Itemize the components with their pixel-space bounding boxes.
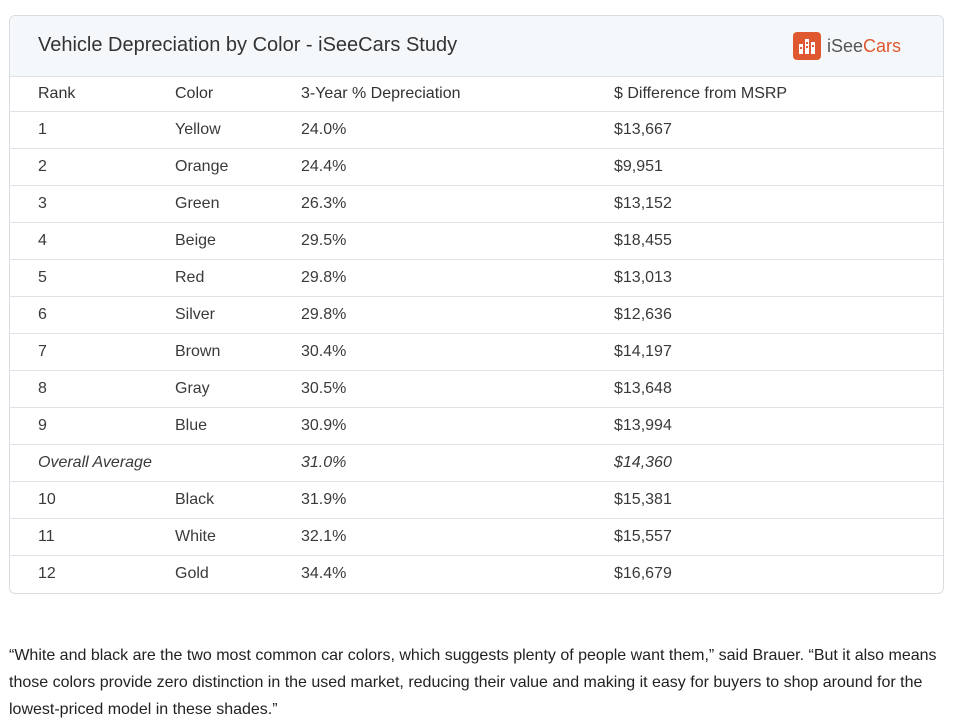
cell-rank: 8	[10, 370, 175, 408]
card-title: Vehicle Depreciation by Color - iSeeCars…	[38, 34, 458, 56]
cell-color: Blue	[175, 407, 301, 445]
table-body: 1 Yellow 24.0% $13,667 2 Orange 24.4% $9,951 3 Gr…	[10, 111, 943, 593]
card-header: Vehicle Depreciation by Color - iSeeCars…	[10, 16, 943, 77]
cell-depreciation: 29.8%	[301, 259, 614, 297]
cell-difference: $14,360	[614, 444, 943, 482]
table-row: 11 White 32.1% $15,557	[10, 518, 943, 556]
depreciation-table: Rank Color 3-Year % Depreciation $ Diffe…	[10, 77, 943, 592]
cell-rank: 3	[10, 185, 175, 223]
table-row: 1 Yellow 24.0% $13,667	[10, 111, 943, 149]
cell-depreciation: 29.8%	[301, 296, 614, 334]
cell-depreciation: 24.4%	[301, 148, 614, 186]
cell-color: Gold	[175, 565, 209, 582]
cell-color: Silver	[175, 296, 301, 334]
cell-depreciation: 30.5%	[301, 370, 614, 408]
cell-difference: $16,679	[614, 565, 672, 582]
cell-difference: $13,013	[614, 259, 943, 297]
table-header-row: Rank Color 3-Year % Depreciation $ Diffe…	[10, 77, 943, 112]
column-header-depreciation: 3-Year % Depreciation	[301, 77, 614, 112]
table-row: 9 Blue 30.9% $13,994	[10, 407, 943, 445]
cell-color: White	[175, 518, 301, 556]
cell-difference: $9,951	[614, 148, 943, 186]
cell-rank: 10	[10, 481, 175, 519]
cell-depreciation: 31.0%	[301, 444, 614, 482]
cell-difference: $13,994	[614, 407, 943, 445]
cell-color: Orange	[175, 148, 301, 186]
cell-depreciation: 26.3%	[301, 185, 614, 223]
cell-difference: $18,455	[614, 222, 943, 260]
cell-depreciation: 30.9%	[301, 407, 614, 445]
cell-difference: $15,557	[614, 518, 943, 556]
table-row: 2 Orange 24.4% $9,951	[10, 148, 943, 186]
cell-rank: 7	[10, 333, 175, 371]
cell-rank: 1	[10, 111, 175, 149]
cell-difference: $12,636	[614, 296, 943, 334]
cell-rank: 2	[10, 148, 175, 186]
table-row: 4 Beige 29.5% $18,455	[10, 222, 943, 260]
table-row: 7 Brown 30.4% $14,197	[10, 333, 943, 371]
table-row: 8 Gray 30.5% $13,648	[10, 370, 943, 408]
brauer-quote: “White and black are the two most common…	[9, 647, 937, 718]
cell-difference: $14,197	[614, 333, 943, 371]
cell-rank: 5	[10, 259, 175, 297]
iseecars-logo[interactable]: iSeeCars	[792, 32, 901, 60]
cell-color: Black	[175, 481, 301, 519]
cell-depreciation: 32.1%	[301, 518, 614, 556]
brand-name-prefix: iSee	[826, 35, 863, 56]
building-logo-icon	[792, 32, 821, 60]
cell-color: Brown	[175, 333, 301, 371]
cell-rank: 6	[10, 296, 175, 334]
cell-difference: $13,667	[614, 111, 943, 149]
column-header-rank: Rank	[10, 77, 175, 112]
table-row-average: Overall Average 31.0% $14,360	[10, 444, 943, 482]
cell-color: Green	[175, 185, 301, 223]
cell-rank: 11	[10, 518, 175, 556]
cell-difference: $15,381	[614, 481, 943, 519]
cell-depreciation: 24.0%	[301, 111, 614, 149]
cell-difference: $13,152	[614, 185, 943, 223]
table-row: 5 Red 29.8% $13,013	[10, 259, 943, 297]
cell-color	[175, 444, 301, 482]
brand-name-accent: Cars	[862, 35, 901, 56]
cell-rank: Overall Average	[10, 444, 175, 482]
table-row: 3 Green 26.3% $13,152	[10, 185, 943, 223]
brand-name: iSeeCars	[827, 36, 901, 57]
cell-color: Yellow	[175, 111, 301, 149]
column-header-difference: $ Difference from MSRP	[614, 77, 943, 112]
cell-color: Gray	[175, 370, 301, 408]
cell-depreciation: 34.4%	[301, 565, 347, 582]
cell-color: Red	[175, 259, 301, 297]
cell-rank: 4	[10, 222, 175, 260]
cell-depreciation: 30.4%	[301, 333, 614, 371]
table-row: 10 Black 31.9% $15,381	[10, 481, 943, 519]
cell-depreciation: 31.9%	[301, 481, 614, 519]
cell-color: Beige	[175, 222, 301, 260]
cell-depreciation: 29.5%	[301, 222, 614, 260]
table-row: 12 Gold 34.4% $16,679	[10, 556, 943, 593]
cell-rank: 9	[10, 407, 175, 445]
table-row: 6 Silver 29.8% $12,636	[10, 296, 943, 334]
cell-rank: 12	[38, 565, 56, 582]
column-header-color: Color	[175, 77, 301, 112]
depreciation-table-card: Vehicle Depreciation by Color - iSeeCars…	[9, 15, 944, 594]
cell-difference: $13,648	[614, 370, 943, 408]
